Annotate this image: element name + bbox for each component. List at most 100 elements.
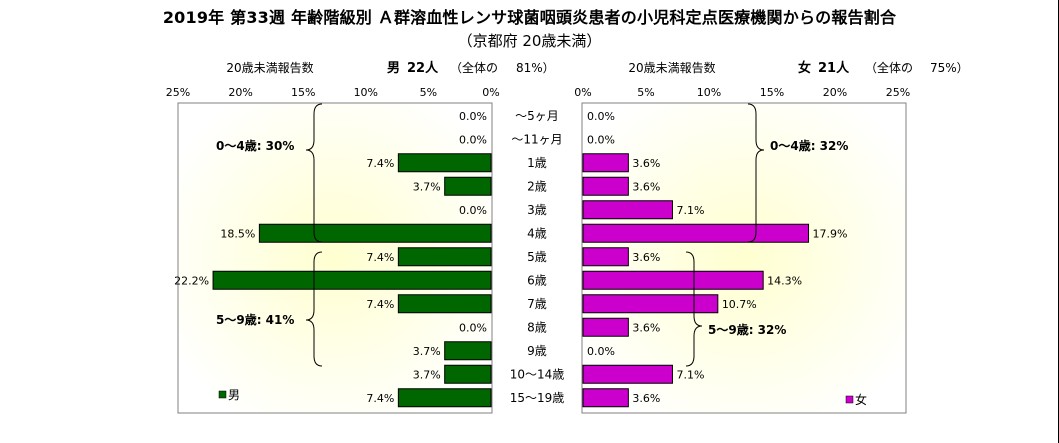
category-label: 9歳 [527, 344, 547, 358]
female-plot-area [581, 102, 907, 414]
female-header-count: 21人 [818, 60, 850, 76]
female-bar [582, 200, 673, 220]
male-header-count: 22人 [407, 60, 439, 76]
female-value-label: 3.6% [632, 157, 660, 170]
male-value-label: 3.7% [413, 368, 441, 381]
female-5-9-annotation: 5～9歳: 32% [708, 322, 786, 337]
male-header-share-prefix: （全体の [450, 60, 498, 75]
female-tick-label: 10% [697, 86, 721, 99]
category-label: 6歳 [527, 273, 547, 287]
female-value-label: 3.6% [632, 180, 660, 193]
female-value-label: 0.0% [587, 110, 615, 123]
male-value-label: 22.2% [174, 274, 209, 287]
category-label: 2歳 [527, 179, 547, 193]
female-value-label: 0.0% [587, 345, 615, 358]
category-labels: ～5ヶ月 ～11ヶ月 1歳 2歳 3歳 4歳 5歳 6歳 7歳 8歳 9歳 10～14歳 15～19歳 [510, 109, 565, 405]
female-bar [582, 388, 629, 408]
female-0-4-brace [747, 103, 765, 243]
male-value-label: 18.5% [220, 227, 255, 240]
category-label: 7歳 [527, 297, 547, 311]
male-value-label: 7.4% [366, 157, 394, 170]
female-bar [582, 294, 719, 314]
female-axis-ticks: 0% 5% 10% 15% 20% 25% [574, 86, 910, 99]
chart-title: 2019年 第33週 年齢階級別 Ａ群溶血性レンサ球菌咽頭炎患者の小児科定点医療… [162, 8, 897, 27]
female-value-label: 3.6% [632, 251, 660, 264]
male-bar [258, 223, 492, 243]
female-tick-label: 5% [637, 86, 654, 99]
female-value-labels: 0.0% 0.0% 3.6% 3.6% 7.1% 17.9% 3.6% 14.3% 10.7% 3… [587, 110, 847, 405]
female-bar [582, 270, 764, 290]
male-value-label: 7.4% [366, 298, 394, 311]
male-value-label: 3.7% [413, 345, 441, 358]
female-tick-label: 0% [574, 86, 591, 99]
female-value-label: 0.0% [587, 133, 615, 146]
male-value-label: 0.0% [459, 204, 487, 217]
female-header-share-prefix: （全体の [865, 60, 913, 75]
male-value-label: 0.0% [459, 110, 487, 123]
category-label: ～11ヶ月 [511, 132, 562, 146]
female-legend-label: 女 [855, 392, 867, 407]
female-bar [582, 153, 629, 173]
male-bar [397, 153, 492, 173]
female-bar [582, 223, 810, 243]
category-label: 5歳 [527, 250, 547, 264]
male-value-label: 7.4% [366, 392, 394, 405]
category-label: 10～14歳 [510, 367, 565, 381]
female-value-label: 17.9% [813, 227, 848, 240]
male-legend-label: 男 [228, 388, 240, 402]
female-value-label: 7.1% [676, 204, 704, 217]
category-label: 15～19歳 [510, 391, 565, 405]
male-tick-label: 0% [482, 86, 499, 99]
female-header-sex: 女 [798, 60, 811, 76]
category-label: ～5ヶ月 [515, 109, 559, 123]
male-reports-label: 20歳未満報告数 [226, 60, 313, 75]
male-tick-label: 20% [228, 86, 252, 99]
female-5-9-brace [685, 251, 703, 367]
male-bars [212, 153, 492, 408]
female-legend-swatch [845, 395, 854, 404]
female-tick-label: 15% [760, 86, 784, 99]
female-bars [582, 153, 810, 408]
female-header-share-value: 75%） [930, 61, 969, 75]
male-value-label: 3.7% [413, 180, 441, 193]
male-tick-label: 10% [354, 86, 378, 99]
male-0-4-annotation: 0～4歳: 30% [216, 138, 294, 153]
male-legend-swatch [218, 390, 227, 399]
male-value-label: 0.0% [459, 133, 487, 146]
chart-subtitle: （京都府 20歳未満） [457, 32, 602, 50]
female-reports-label: 20歳未満報告数 [628, 60, 715, 75]
category-label: 4歳 [527, 226, 547, 240]
male-bar [444, 341, 492, 361]
male-tick-label: 25% [166, 86, 190, 99]
male-bar [444, 364, 492, 384]
female-value-label: 3.6% [632, 392, 660, 405]
male-header-sex: 男 [387, 61, 400, 76]
female-bar [582, 176, 629, 196]
female-bar [582, 317, 629, 337]
male-header-share-value: 81%） [516, 61, 555, 75]
male-5-9-brace [305, 251, 323, 367]
male-axis-ticks: 0% 5% 10% 15% 20% 25% [166, 86, 500, 99]
male-5-9-annotation: 5～9歳: 41% [216, 312, 294, 327]
male-value-label: 0.0% [459, 321, 487, 334]
male-value-label: 7.4% [366, 251, 394, 264]
category-label: 1歳 [527, 156, 547, 170]
category-label: 8歳 [527, 320, 547, 334]
female-0-4-annotation: 0～4歳: 32% [770, 138, 848, 153]
male-value-labels: 0.0% 0.0% 7.4% 3.7% 0.0% 18.5% 7.4% 22.2% 7.4% 0.… [174, 110, 487, 405]
male-bar [397, 294, 492, 314]
female-value-label: 7.1% [676, 368, 704, 381]
female-bar [582, 247, 629, 267]
category-label: 3歳 [527, 203, 547, 217]
male-bar [444, 176, 492, 196]
male-0-4-brace [305, 103, 323, 243]
female-value-label: 14.3% [767, 274, 802, 287]
female-value-label: 3.6% [632, 321, 660, 334]
male-bar [397, 247, 492, 267]
male-bar [397, 388, 492, 408]
female-bar [582, 364, 673, 384]
male-tick-label: 5% [420, 86, 437, 99]
female-tick-label: 20% [823, 86, 847, 99]
female-tick-label: 25% [886, 86, 910, 99]
